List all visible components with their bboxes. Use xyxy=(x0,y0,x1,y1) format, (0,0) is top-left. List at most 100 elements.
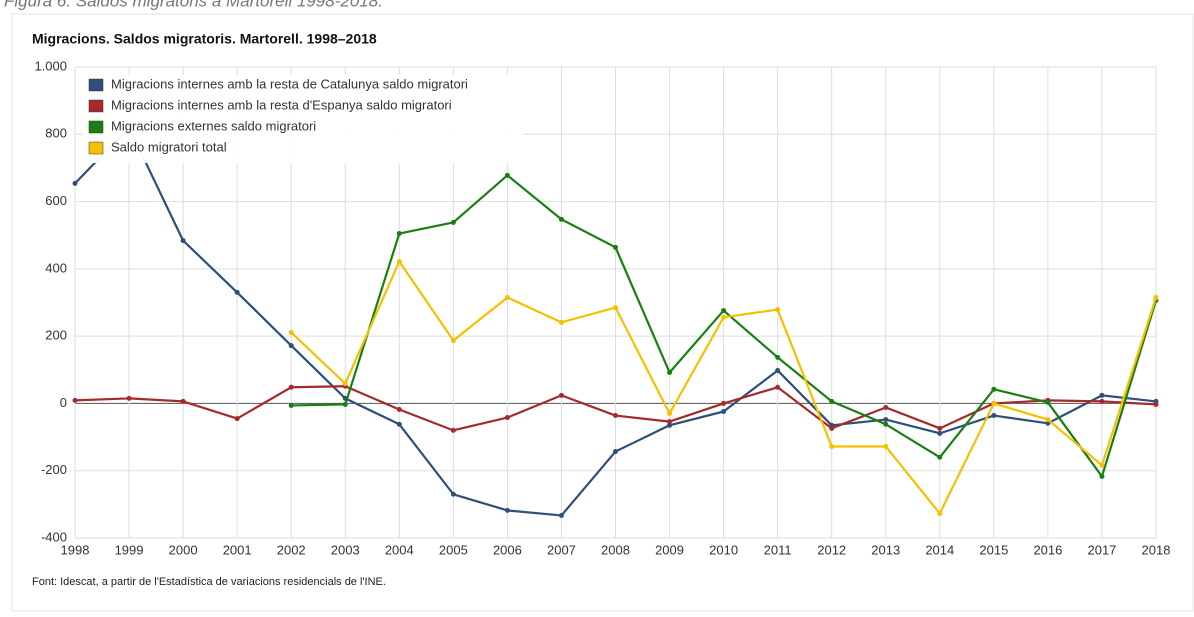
point xyxy=(613,244,618,250)
point xyxy=(1153,401,1159,407)
source: Font: Idescat, a partir de l'Estadística… xyxy=(32,576,386,588)
chart-title: Migracions. Saldos migratoris. Martorell… xyxy=(32,31,377,47)
x-tick-label: 2002 xyxy=(277,542,306,557)
x-tick-label: 2004 xyxy=(385,542,414,557)
point xyxy=(775,307,781,313)
figure-caption: Figura 6. Saldos migratoris a Martorell … xyxy=(4,0,383,10)
point xyxy=(937,430,943,436)
y-tick-label: 0 xyxy=(60,395,67,410)
point xyxy=(1099,392,1105,398)
point xyxy=(667,369,673,375)
point xyxy=(288,384,294,390)
point xyxy=(883,421,889,427)
point xyxy=(180,238,186,244)
x-tick-label: 2010 xyxy=(709,542,738,557)
x-tick-label: 2011 xyxy=(764,542,792,557)
legend-swatch xyxy=(88,78,104,92)
point xyxy=(1045,417,1051,423)
point xyxy=(1099,398,1105,404)
y-tick-label: 200 xyxy=(45,328,67,343)
point xyxy=(1099,462,1105,468)
point xyxy=(558,216,564,222)
point xyxy=(504,415,510,421)
y-tick-label: 600 xyxy=(45,193,67,208)
x-tick-label: 2012 xyxy=(817,542,846,557)
point xyxy=(504,507,510,513)
x-tick-label: 2008 xyxy=(601,542,630,557)
x-tick-label: 2015 xyxy=(979,542,1008,557)
y-tick-label: 1.000 xyxy=(34,58,67,73)
x-tick-label: 2006 xyxy=(493,542,522,557)
y-tick-label: -200 xyxy=(41,462,67,477)
point xyxy=(234,416,240,422)
point xyxy=(450,219,456,225)
point xyxy=(937,510,943,516)
point xyxy=(667,411,673,417)
legend-label: Migracions internes amb la resta d'Espan… xyxy=(111,97,452,112)
point xyxy=(829,443,835,449)
point xyxy=(721,314,727,320)
point xyxy=(991,413,997,419)
point xyxy=(775,367,781,373)
point xyxy=(504,294,510,300)
point xyxy=(288,343,294,349)
point xyxy=(396,258,402,264)
y-tick-label: 800 xyxy=(45,126,67,141)
point xyxy=(504,172,510,178)
x-tick-label: 2000 xyxy=(169,542,198,557)
point xyxy=(558,392,564,398)
point xyxy=(721,400,727,406)
point xyxy=(775,384,781,390)
point xyxy=(288,402,294,408)
point xyxy=(72,180,78,186)
point xyxy=(396,406,402,412)
x-tick-label: 2013 xyxy=(871,542,900,557)
x-tick-label: 1998 xyxy=(61,542,90,557)
y-tick-label: -400 xyxy=(41,529,67,544)
point xyxy=(180,398,186,404)
point xyxy=(450,338,456,344)
point xyxy=(450,491,456,497)
x-tick-label: 1999 xyxy=(115,542,144,557)
x-tick-label: 2001 xyxy=(223,542,252,557)
point xyxy=(613,305,618,311)
point xyxy=(829,425,835,431)
point xyxy=(450,427,456,433)
point xyxy=(883,443,889,449)
point xyxy=(883,404,889,410)
point xyxy=(937,425,943,431)
point xyxy=(613,449,618,455)
point xyxy=(613,413,618,419)
legend-swatch xyxy=(88,120,104,134)
x-tick-label: 2007 xyxy=(547,542,576,557)
point xyxy=(883,417,889,423)
point xyxy=(234,289,240,295)
point xyxy=(126,395,132,401)
point xyxy=(1153,294,1159,300)
point xyxy=(558,319,564,325)
legend-label: Migracions internes amb la resta de Cata… xyxy=(111,76,468,91)
y-tick-label: 400 xyxy=(45,260,67,275)
point xyxy=(1045,399,1051,405)
point xyxy=(721,308,727,314)
point xyxy=(721,409,727,415)
x-tick-label: 2017 xyxy=(1087,542,1116,557)
x-tick-label: 2016 xyxy=(1033,542,1062,557)
legend-label: Migracions externes saldo migratori xyxy=(111,118,316,133)
point xyxy=(991,386,997,392)
x-tick-label: 2018 xyxy=(1142,542,1171,557)
point xyxy=(667,422,673,428)
legend-background xyxy=(83,75,523,163)
point xyxy=(396,421,402,427)
point xyxy=(342,381,348,387)
point xyxy=(396,231,402,237)
x-tick-label: 2005 xyxy=(439,542,468,557)
legend-label: Saldo migratori total xyxy=(111,139,227,154)
point xyxy=(667,419,673,425)
x-tick-label: 2003 xyxy=(331,542,360,557)
point xyxy=(991,400,997,406)
legend-swatch xyxy=(88,99,104,113)
point xyxy=(937,454,943,460)
